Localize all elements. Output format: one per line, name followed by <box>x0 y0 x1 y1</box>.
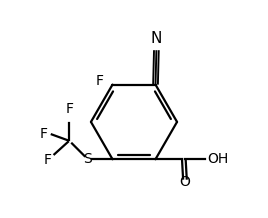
Text: OH: OH <box>207 152 228 166</box>
Text: O: O <box>179 175 190 189</box>
Text: S: S <box>83 152 92 166</box>
Text: F: F <box>40 128 48 141</box>
Text: F: F <box>65 102 73 116</box>
Text: F: F <box>96 74 103 89</box>
Text: F: F <box>44 153 52 167</box>
Text: N: N <box>151 31 162 46</box>
